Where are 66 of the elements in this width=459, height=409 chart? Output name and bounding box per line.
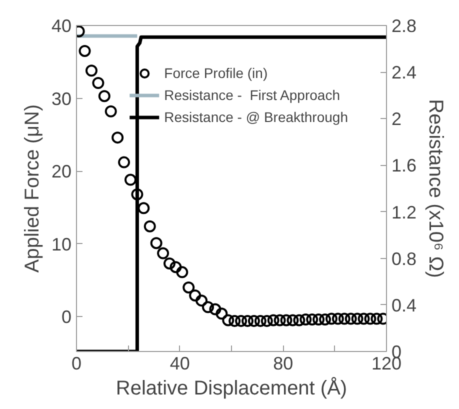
point: [300, 313, 312, 326]
y-tick-label: 0: [61, 307, 72, 328]
y-tick-label: 20: [51, 162, 72, 182]
legend-label: Resistance - @ Breakthrough: [164, 109, 348, 125]
point: [189, 289, 202, 302]
y-tick-label: 10: [51, 234, 72, 254]
point: [209, 303, 222, 316]
point: [182, 281, 195, 294]
y2-tick-label: 1.2: [392, 202, 417, 222]
point: [358, 312, 370, 325]
legend-label: Resistance - First Approach: [164, 87, 340, 103]
y2-tick-label: 2.4: [392, 62, 417, 83]
point: [267, 314, 280, 326]
point: [92, 76, 104, 89]
legend-label: Force Profile (in): [164, 65, 268, 81]
point: [312, 313, 325, 326]
point: [260, 314, 273, 327]
point: [176, 266, 188, 278]
point: [306, 313, 318, 326]
point: [196, 294, 208, 307]
point: [332, 312, 344, 325]
y-axis-title: Applied Force (μN): [21, 104, 44, 273]
point: [286, 314, 299, 326]
point: [78, 44, 91, 57]
point: [222, 314, 234, 326]
point: [338, 312, 350, 325]
point: [104, 105, 117, 118]
y-tick-label: 40: [51, 16, 72, 36]
point: [150, 237, 162, 250]
point: [98, 90, 110, 102]
point: [242, 314, 254, 327]
point: [351, 312, 364, 325]
point: [248, 314, 260, 327]
point: [170, 261, 182, 274]
y2-tick-label: 2.8: [392, 16, 417, 36]
point: [131, 188, 144, 200]
x-axis-title: Relative Displacement (Å): [116, 376, 348, 400]
y2-tick-label: 0.8: [392, 248, 417, 269]
point: [202, 301, 214, 314]
point: [370, 312, 383, 325]
point: [138, 202, 150, 214]
point: [216, 308, 228, 320]
point: [274, 314, 286, 326]
point: [85, 64, 98, 77]
x-tick-label: 40: [170, 354, 190, 374]
point: [144, 220, 156, 232]
point: [325, 312, 338, 325]
y2-tick-label: 1.6: [392, 156, 417, 176]
point: [280, 314, 292, 326]
point: [157, 247, 170, 260]
y2-axis-title: Resistance (x10⁶ Ω): [424, 99, 447, 278]
y2-tick-label: 0.4: [392, 295, 417, 316]
point: [235, 314, 248, 327]
point: [112, 132, 124, 144]
point: [124, 174, 136, 186]
point: [319, 313, 332, 326]
point: [254, 314, 266, 327]
y2-tick-label: 2: [392, 109, 402, 130]
point: [364, 312, 376, 325]
point: [293, 314, 306, 326]
point: [228, 314, 241, 327]
x-tick-label: 80: [273, 354, 294, 374]
point: [164, 257, 176, 270]
point: [118, 156, 130, 168]
point: [344, 312, 357, 325]
y-tick-label: 30: [51, 88, 72, 109]
